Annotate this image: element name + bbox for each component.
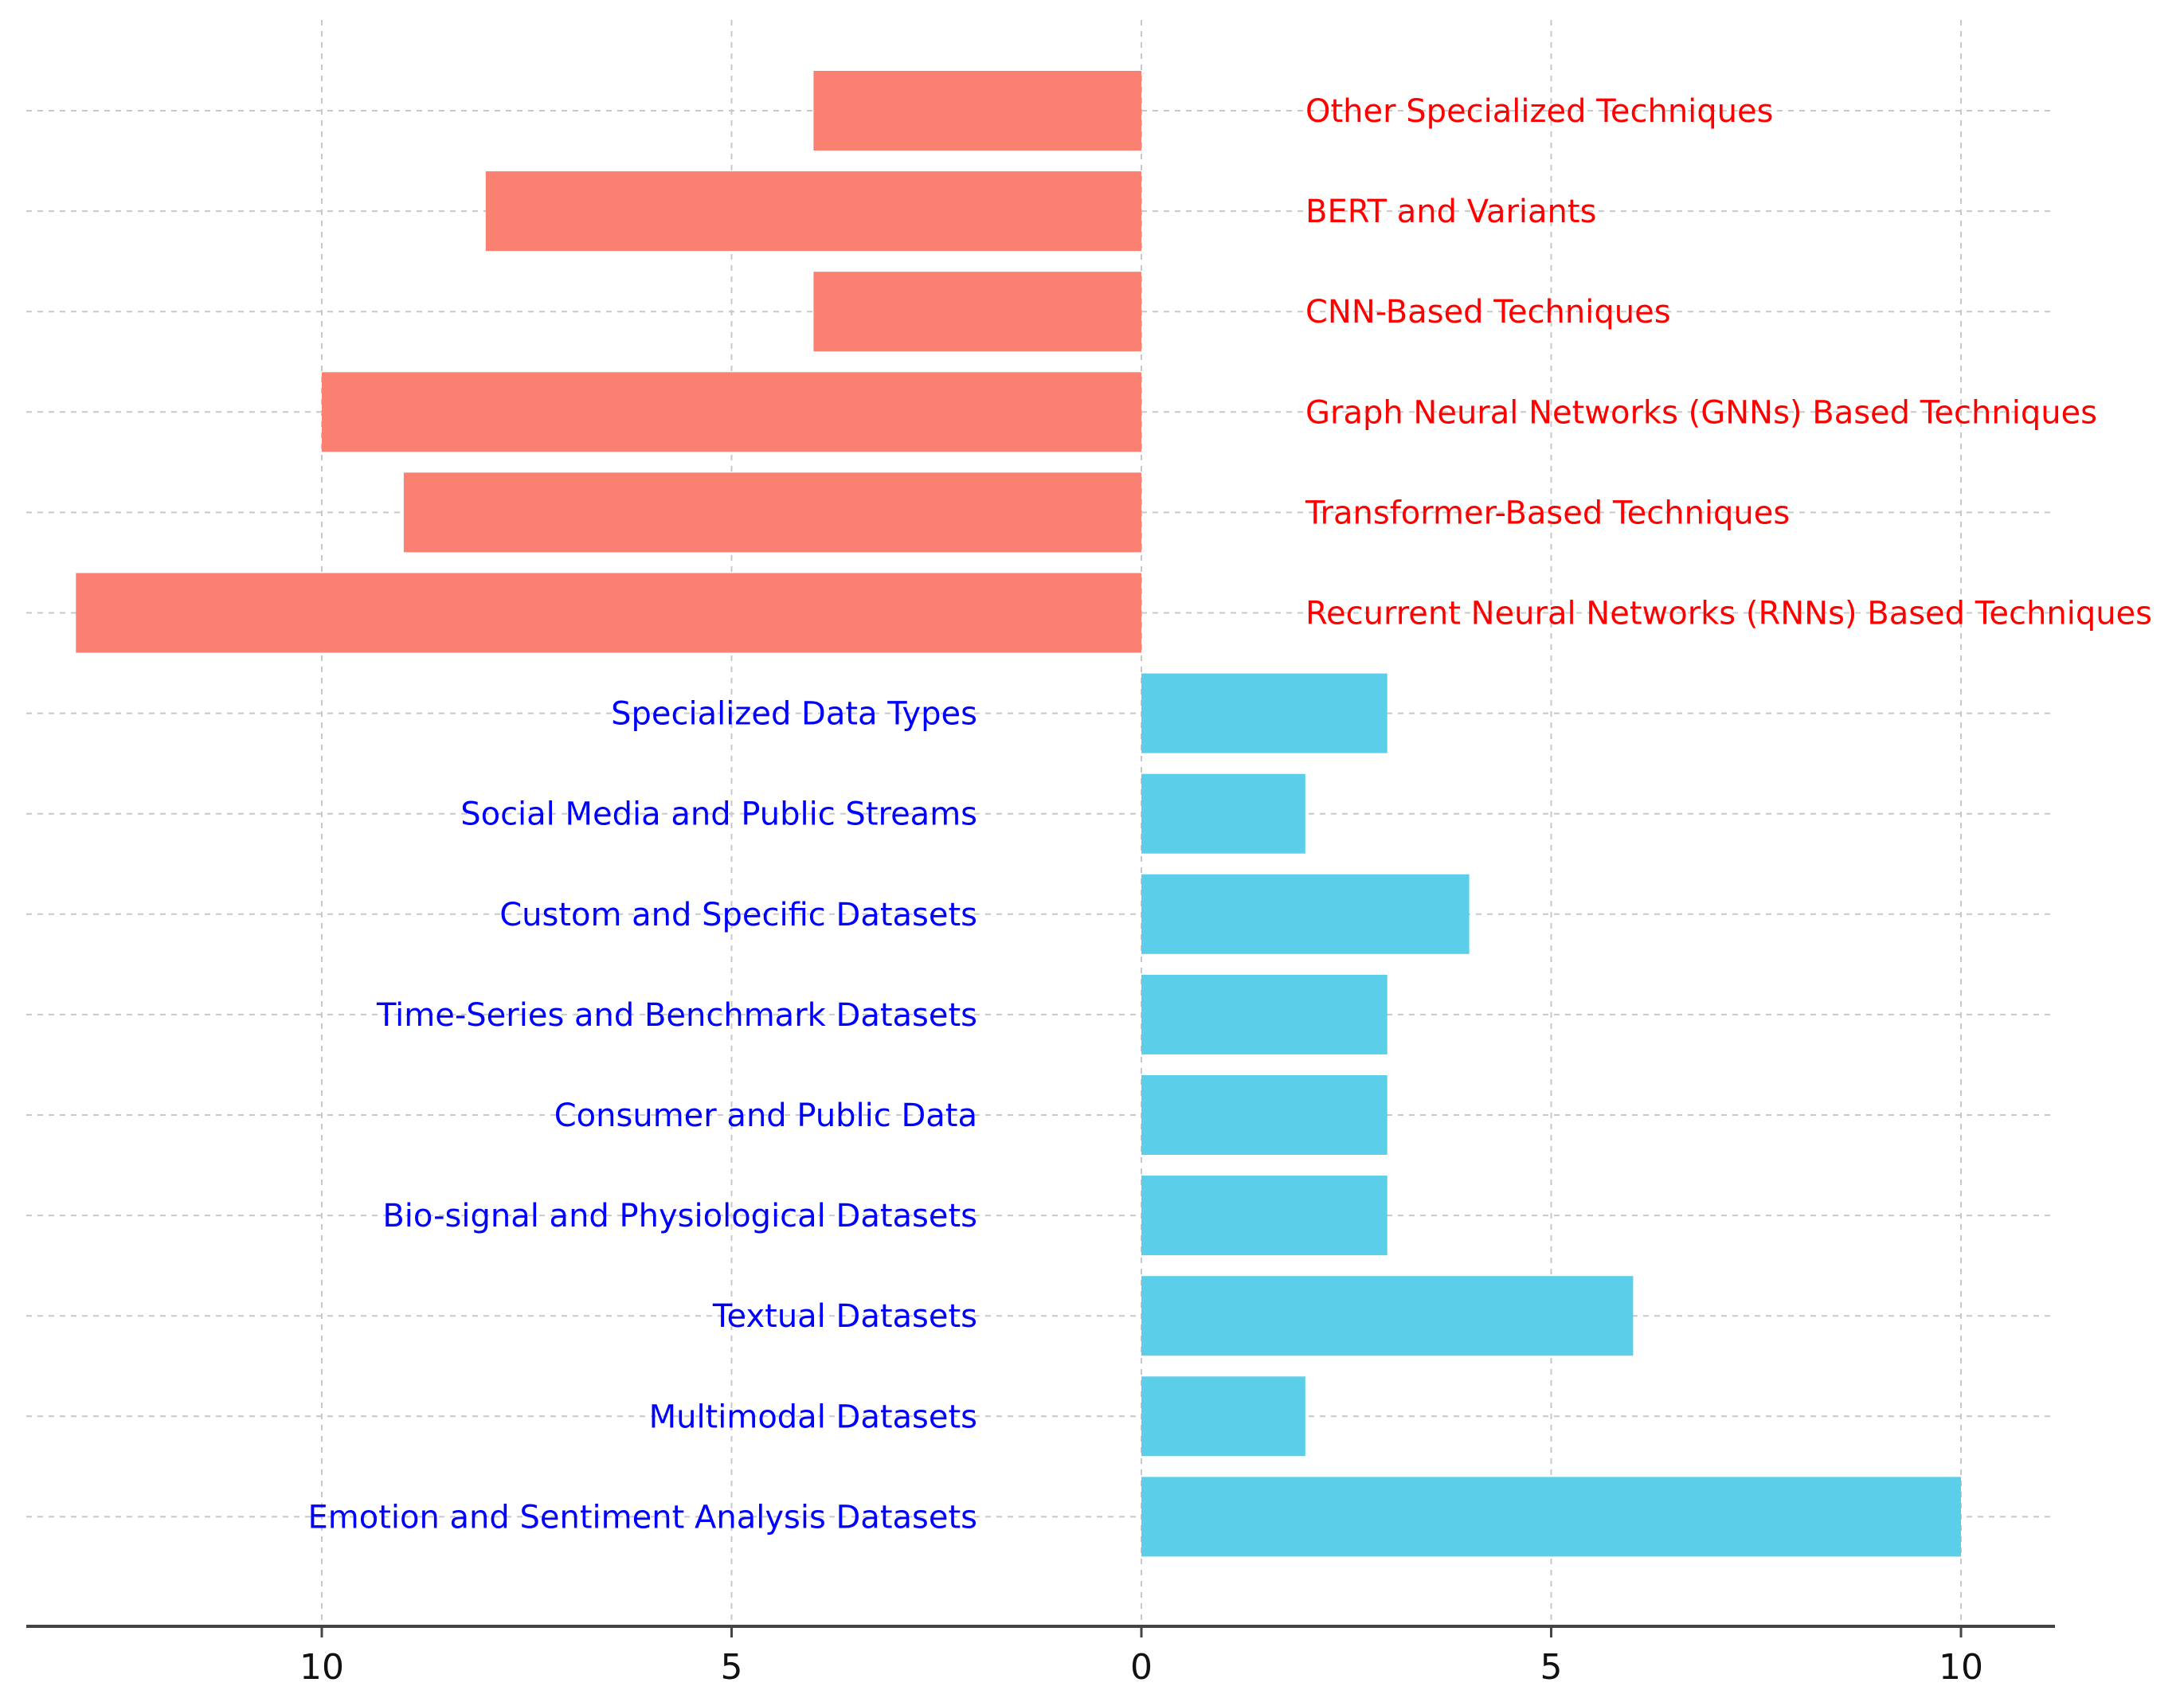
category-label-multimodal-datasets: Multimodal Datasets [649, 1399, 977, 1435]
x-tick-label: 10 [299, 1647, 344, 1688]
grid-layer [26, 20, 2055, 1626]
x-tick-label: 5 [1540, 1647, 1563, 1688]
category-label-other-specialized-techniques: Other Specialized Techniques [1305, 93, 1773, 130]
bar-specialized-data-types [1141, 673, 1388, 753]
category-label-time-series-and-benchmark-datasets: Time-Series and Benchmark Datasets [376, 997, 977, 1034]
category-label-specialized-data-types: Specialized Data Types [611, 696, 977, 733]
bar-other-specialized-techniques [813, 71, 1141, 151]
bar-bert-and-variants [485, 171, 1141, 252]
category-label-recurrent-neural-networks-rnns-based-techniques: Recurrent Neural Networks (RNNs) Based T… [1305, 596, 2152, 632]
x-axis: 10 5 0 5 10 [26, 1625, 2055, 1688]
x-tick-label: 5 [721, 1647, 743, 1688]
category-label-custom-and-specific-datasets: Custom and Specific Datasets [499, 897, 977, 933]
category-label-bert-and-variants: BERT and Variants [1305, 194, 1596, 230]
bar-recurrent-neural-networks-rnns-based-techniques [76, 573, 1141, 653]
category-label-textual-datasets: Textual Datasets [712, 1298, 977, 1335]
bar-cnn-based-techniques [813, 272, 1141, 352]
bar-transformer-based-techniques [403, 472, 1141, 553]
bar-bio-signal-and-physiological-datasets [1141, 1176, 1388, 1256]
bar-emotion-and-sentiment-analysis-datasets [1141, 1477, 1961, 1557]
category-label-cnn-based-techniques: CNN-Based Techniques [1305, 294, 1671, 331]
bar-multimodal-datasets [1141, 1376, 1305, 1457]
category-label-transformer-based-techniques: Transformer-Based Techniques [1305, 495, 1790, 531]
bar-time-series-and-benchmark-datasets [1141, 974, 1388, 1054]
x-tick-label: 10 [1939, 1647, 1983, 1688]
category-label-graph-neural-networks-gnns-based-techniques: Graph Neural Networks (GNNs) Based Techn… [1305, 394, 2097, 431]
bar-layer [76, 71, 1961, 1557]
x-tick-label: 0 [1130, 1647, 1153, 1688]
bar-consumer-and-public-data [1141, 1075, 1388, 1155]
category-label-bio-signal-and-physiological-datasets: Bio-signal and Physiological Datasets [382, 1198, 977, 1234]
bar-custom-and-specific-datasets [1141, 874, 1470, 954]
category-label-social-media-and-public-streams: Social Media and Public Streams [460, 796, 977, 833]
category-label-layer: Other Specialized Techniques BERT and Var… [308, 93, 2153, 1536]
bar-social-media-and-public-streams [1141, 773, 1305, 854]
category-label-consumer-and-public-data: Consumer and Public Data [554, 1097, 977, 1134]
category-label-emotion-and-sentiment-analysis-datasets: Emotion and Sentiment Analysis Datasets [308, 1499, 978, 1536]
bar-graph-neural-networks-gnns-based-techniques [322, 372, 1141, 452]
bar-textual-datasets [1141, 1276, 1634, 1356]
